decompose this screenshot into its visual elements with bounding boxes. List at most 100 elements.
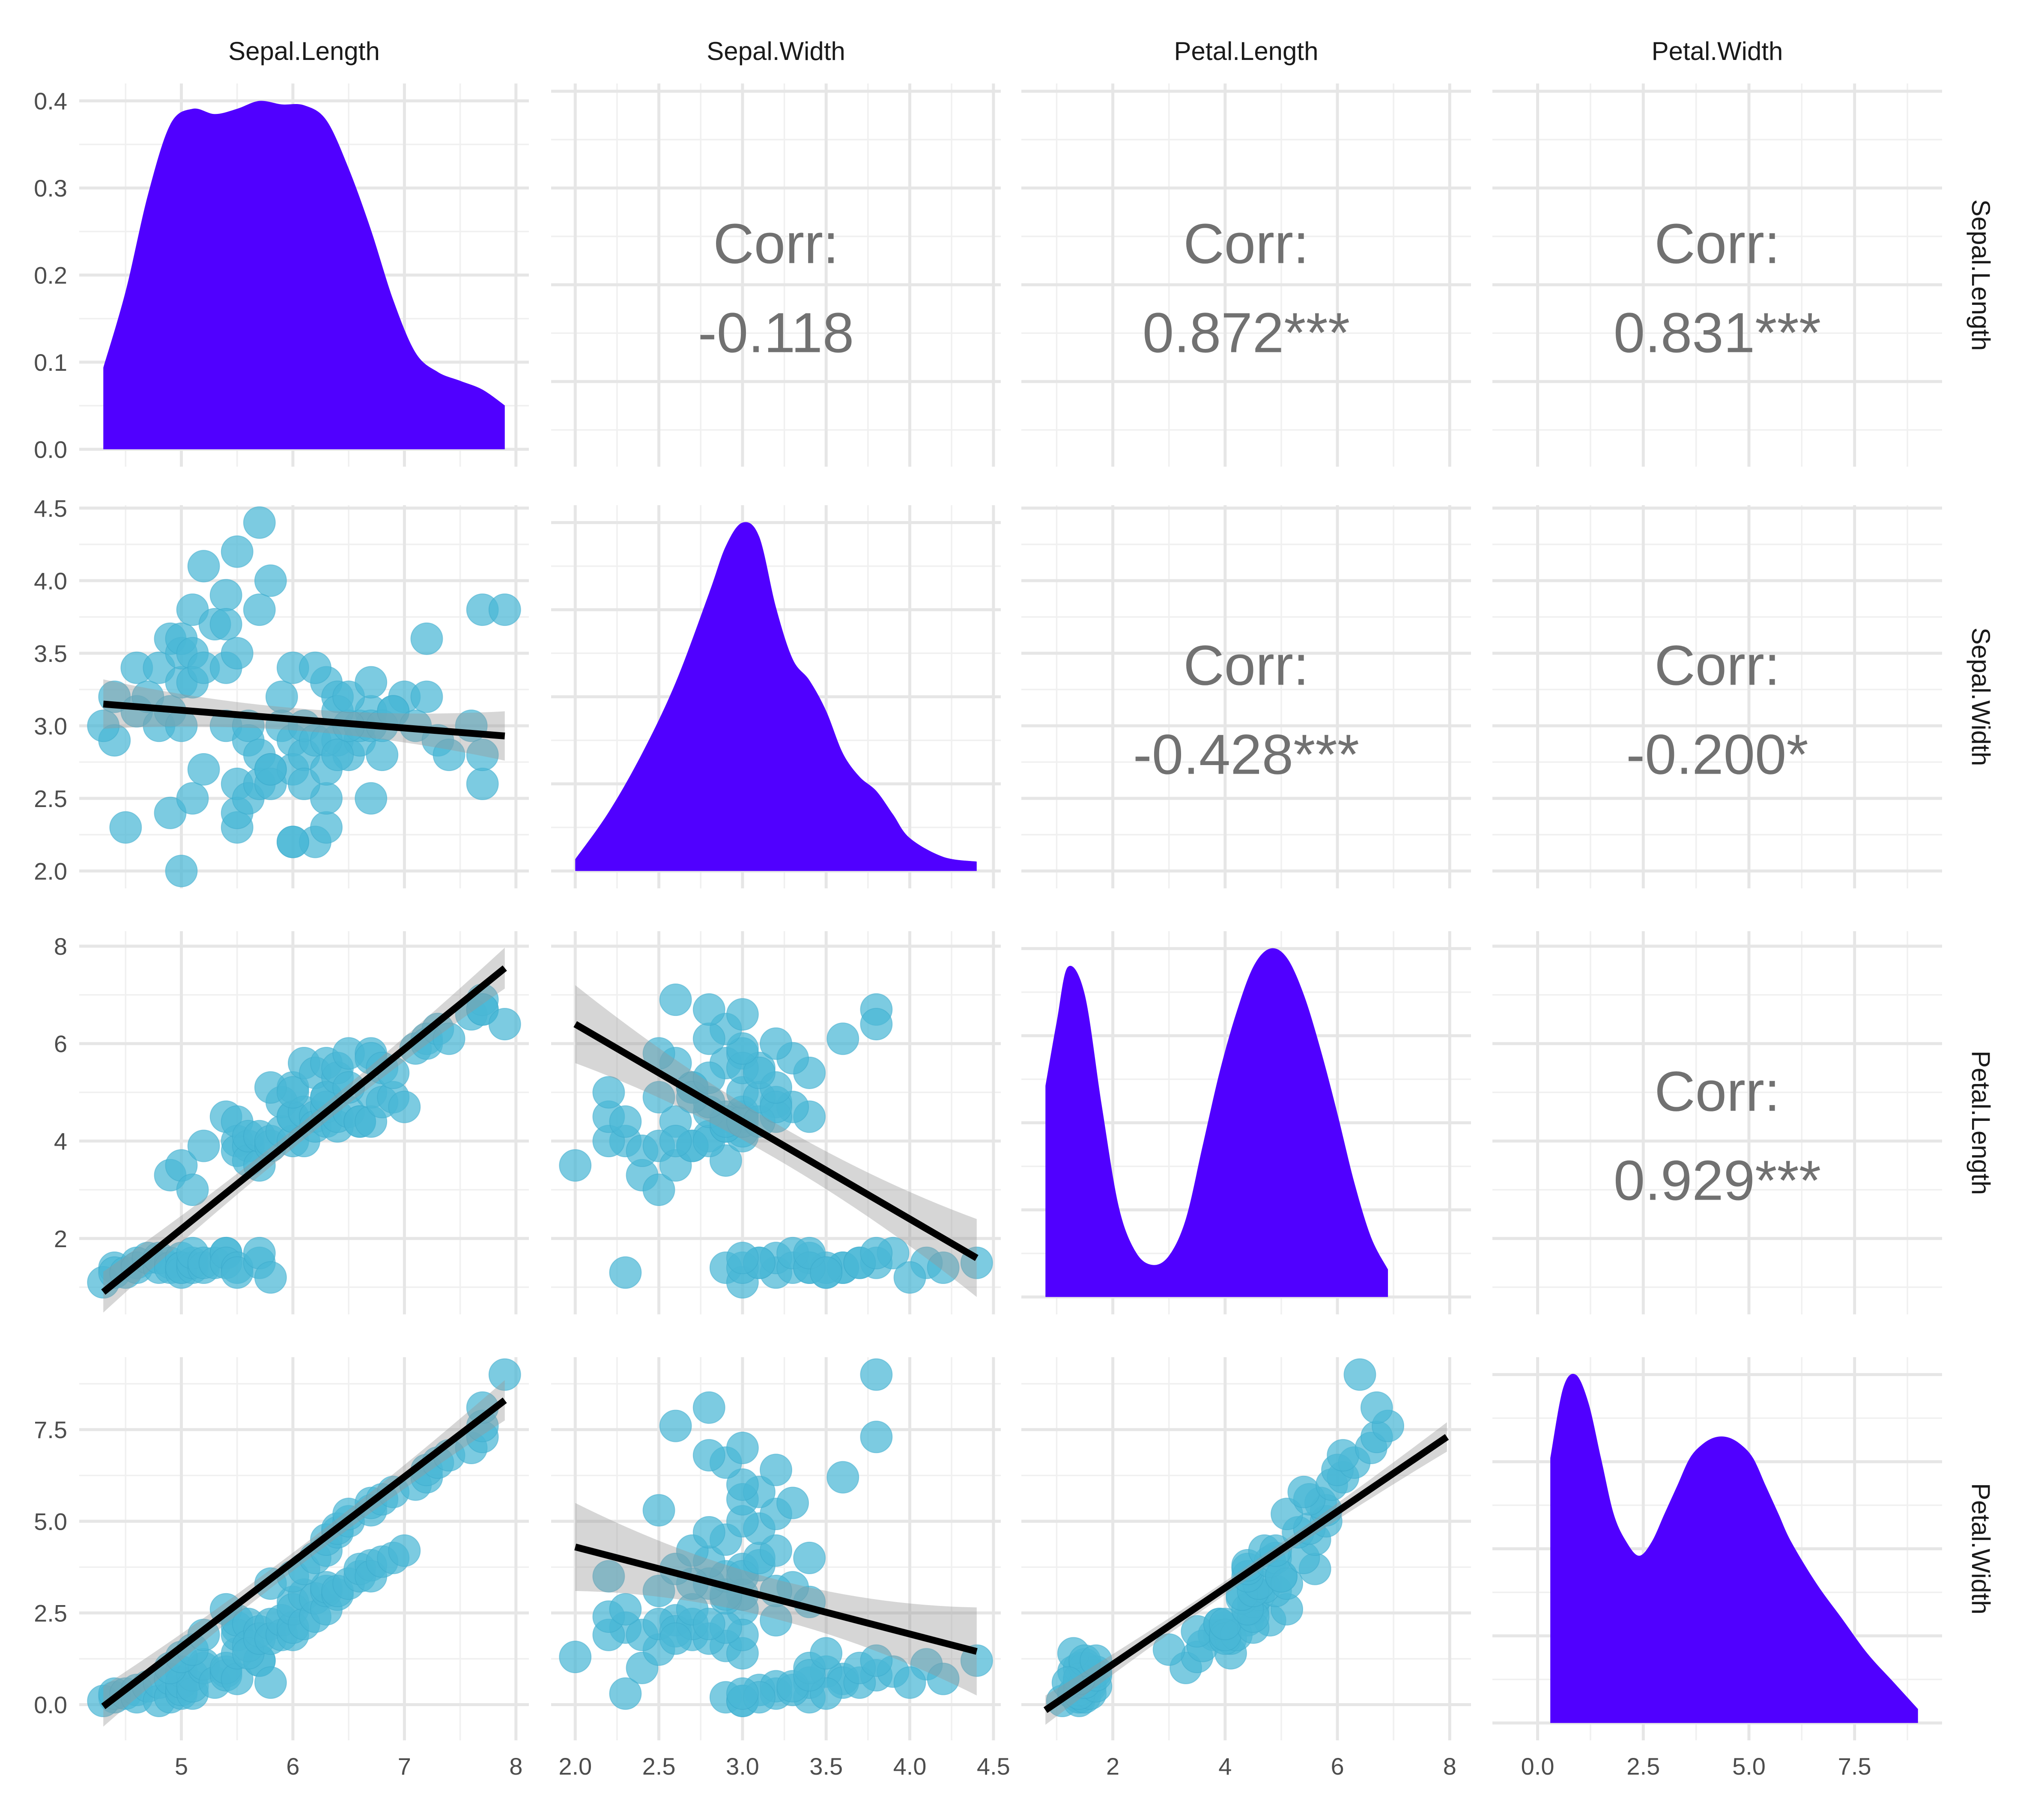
x-tick-label: 4.5 <box>977 1753 1010 1780</box>
x-tick-label: 8 <box>1443 1753 1456 1780</box>
scatter-point <box>321 739 354 771</box>
corr-value: 0.872*** <box>1143 301 1350 364</box>
y-tick-label: 4.0 <box>34 567 67 594</box>
scatter-point <box>1287 1475 1320 1508</box>
scatter-point <box>165 855 198 888</box>
scatter-point <box>276 1076 309 1109</box>
panel-petal-length-vs-petal-length <box>1021 931 1471 1314</box>
scatter-point <box>1360 1391 1393 1424</box>
density-area-sepal-length <box>103 101 505 450</box>
corr-value: -0.118 <box>698 301 854 364</box>
corr-label: Corr: <box>1654 634 1780 697</box>
scatter-point <box>209 608 242 640</box>
scatter-point <box>187 1129 220 1162</box>
panel-petal-length-vs-sepal-length <box>79 931 529 1314</box>
scatter-point <box>827 1022 859 1055</box>
panel-background <box>1021 505 1471 888</box>
scatter-point <box>642 1494 675 1527</box>
x-tick-label: 2.0 <box>558 1753 592 1780</box>
scatter-point <box>187 550 220 583</box>
strip-label-col-2: Petal.Length <box>1174 37 1319 66</box>
y-tick-label: 0.4 <box>34 88 67 115</box>
scatter-point <box>1327 1439 1360 1472</box>
strip-label-row-3: Petal.Width <box>1966 1483 1995 1614</box>
scatter-point <box>860 1008 893 1041</box>
panel-background <box>1492 505 1942 888</box>
scatter-point <box>488 593 521 626</box>
x-tick-label: 6 <box>1331 1753 1344 1780</box>
scatter-point <box>609 1677 642 1710</box>
column-strip-labels: Sepal.Length Sepal.Width Petal.Length Pe… <box>228 37 1783 66</box>
y-tick-label: 3.0 <box>34 712 67 739</box>
scatter-point <box>592 1560 625 1593</box>
strip-label-col-0: Sepal.Length <box>228 37 380 66</box>
scatter-point <box>559 1641 592 1674</box>
scatter-point <box>355 782 388 815</box>
y-tick-label: 4.5 <box>34 495 67 522</box>
scatter-point <box>760 1534 792 1567</box>
regression-line <box>101 1397 507 1710</box>
x-tick-label: 6 <box>286 1753 299 1780</box>
panel-sepal-width-vs-petal-length: Corr: -0.428*** <box>1021 505 1471 888</box>
panel-petal-width-vs-sepal-length <box>79 1357 529 1740</box>
panel-sepal-width-vs-sepal-width <box>551 505 1001 888</box>
scatter-point <box>810 1637 843 1670</box>
panel-sepal-length-vs-sepal-width: Corr: -0.118 <box>551 83 1001 467</box>
y-tick-label: 0.3 <box>34 175 67 202</box>
panel-petal-length-vs-sepal-width <box>551 931 1001 1314</box>
corr-label: Corr: <box>1183 212 1309 275</box>
y-tick-label: 7.5 <box>34 1416 67 1443</box>
y-tick-label: 4 <box>54 1128 67 1155</box>
scatter-point <box>221 535 254 568</box>
y-tick-label: 0.0 <box>34 436 67 463</box>
x-tick-label: 3.5 <box>809 1753 843 1780</box>
y-tick-label: 2 <box>54 1225 67 1252</box>
scatter-point <box>860 1358 893 1391</box>
scatter-point <box>388 1534 421 1567</box>
scatter-point <box>466 739 499 771</box>
scatter-point <box>927 1662 960 1695</box>
x-tick-label: 8 <box>509 1753 522 1780</box>
panel-background <box>1492 83 1942 467</box>
panel-sepal-length-vs-sepal-length <box>79 83 529 467</box>
x-tick-label: 5.0 <box>1732 1753 1766 1780</box>
scatter-point <box>760 1027 792 1060</box>
scatter-point <box>1152 1633 1185 1666</box>
scatter-point <box>692 1439 725 1472</box>
y-tick-label: 5.0 <box>34 1508 67 1535</box>
scatter-point <box>310 811 343 844</box>
scatter-point <box>893 1261 926 1294</box>
panel-sepal-length-vs-petal-width: Corr: 0.831*** <box>1492 83 1942 467</box>
scatter-point <box>254 1261 287 1294</box>
scatter-point <box>793 1541 826 1574</box>
scatter-point <box>466 767 499 800</box>
x-tick-label: 4.0 <box>893 1753 927 1780</box>
regression-line <box>103 700 505 740</box>
x-tick-label: 2.5 <box>642 1753 676 1780</box>
scatter-point <box>760 1454 792 1486</box>
scatter-point <box>726 998 759 1031</box>
panel-background <box>1492 931 1942 1314</box>
x-tick-label: 7 <box>398 1753 411 1780</box>
panel-sepal-width-vs-sepal-length <box>79 505 529 888</box>
scatter-point <box>488 1008 521 1041</box>
panel-grid: Corr:-0.118Corr:0.872***Corr:0.831***Cor… <box>79 83 1942 1740</box>
y-tick-label: 0.1 <box>34 349 67 376</box>
scatter-point <box>692 1061 725 1094</box>
x-tick-label: 7.5 <box>1838 1753 1871 1780</box>
scatter-point <box>726 1677 759 1710</box>
corr-label: Corr: <box>1654 212 1780 275</box>
scatter-point <box>609 1105 642 1138</box>
scatter-point <box>265 680 298 713</box>
scatter-point <box>243 506 276 539</box>
scatter-point <box>243 593 276 626</box>
strip-label-col-1: Sepal.Width <box>707 37 845 66</box>
strip-label-row-1: Sepal.Width <box>1966 628 1995 766</box>
scatter-point <box>388 1090 421 1123</box>
density-area-petal-width <box>1550 1373 1918 1723</box>
corr-value: 0.929*** <box>1614 1149 1821 1212</box>
y-tick-label: 3.5 <box>34 640 67 667</box>
scatter-point <box>109 811 142 844</box>
scatter-point <box>726 1431 759 1464</box>
